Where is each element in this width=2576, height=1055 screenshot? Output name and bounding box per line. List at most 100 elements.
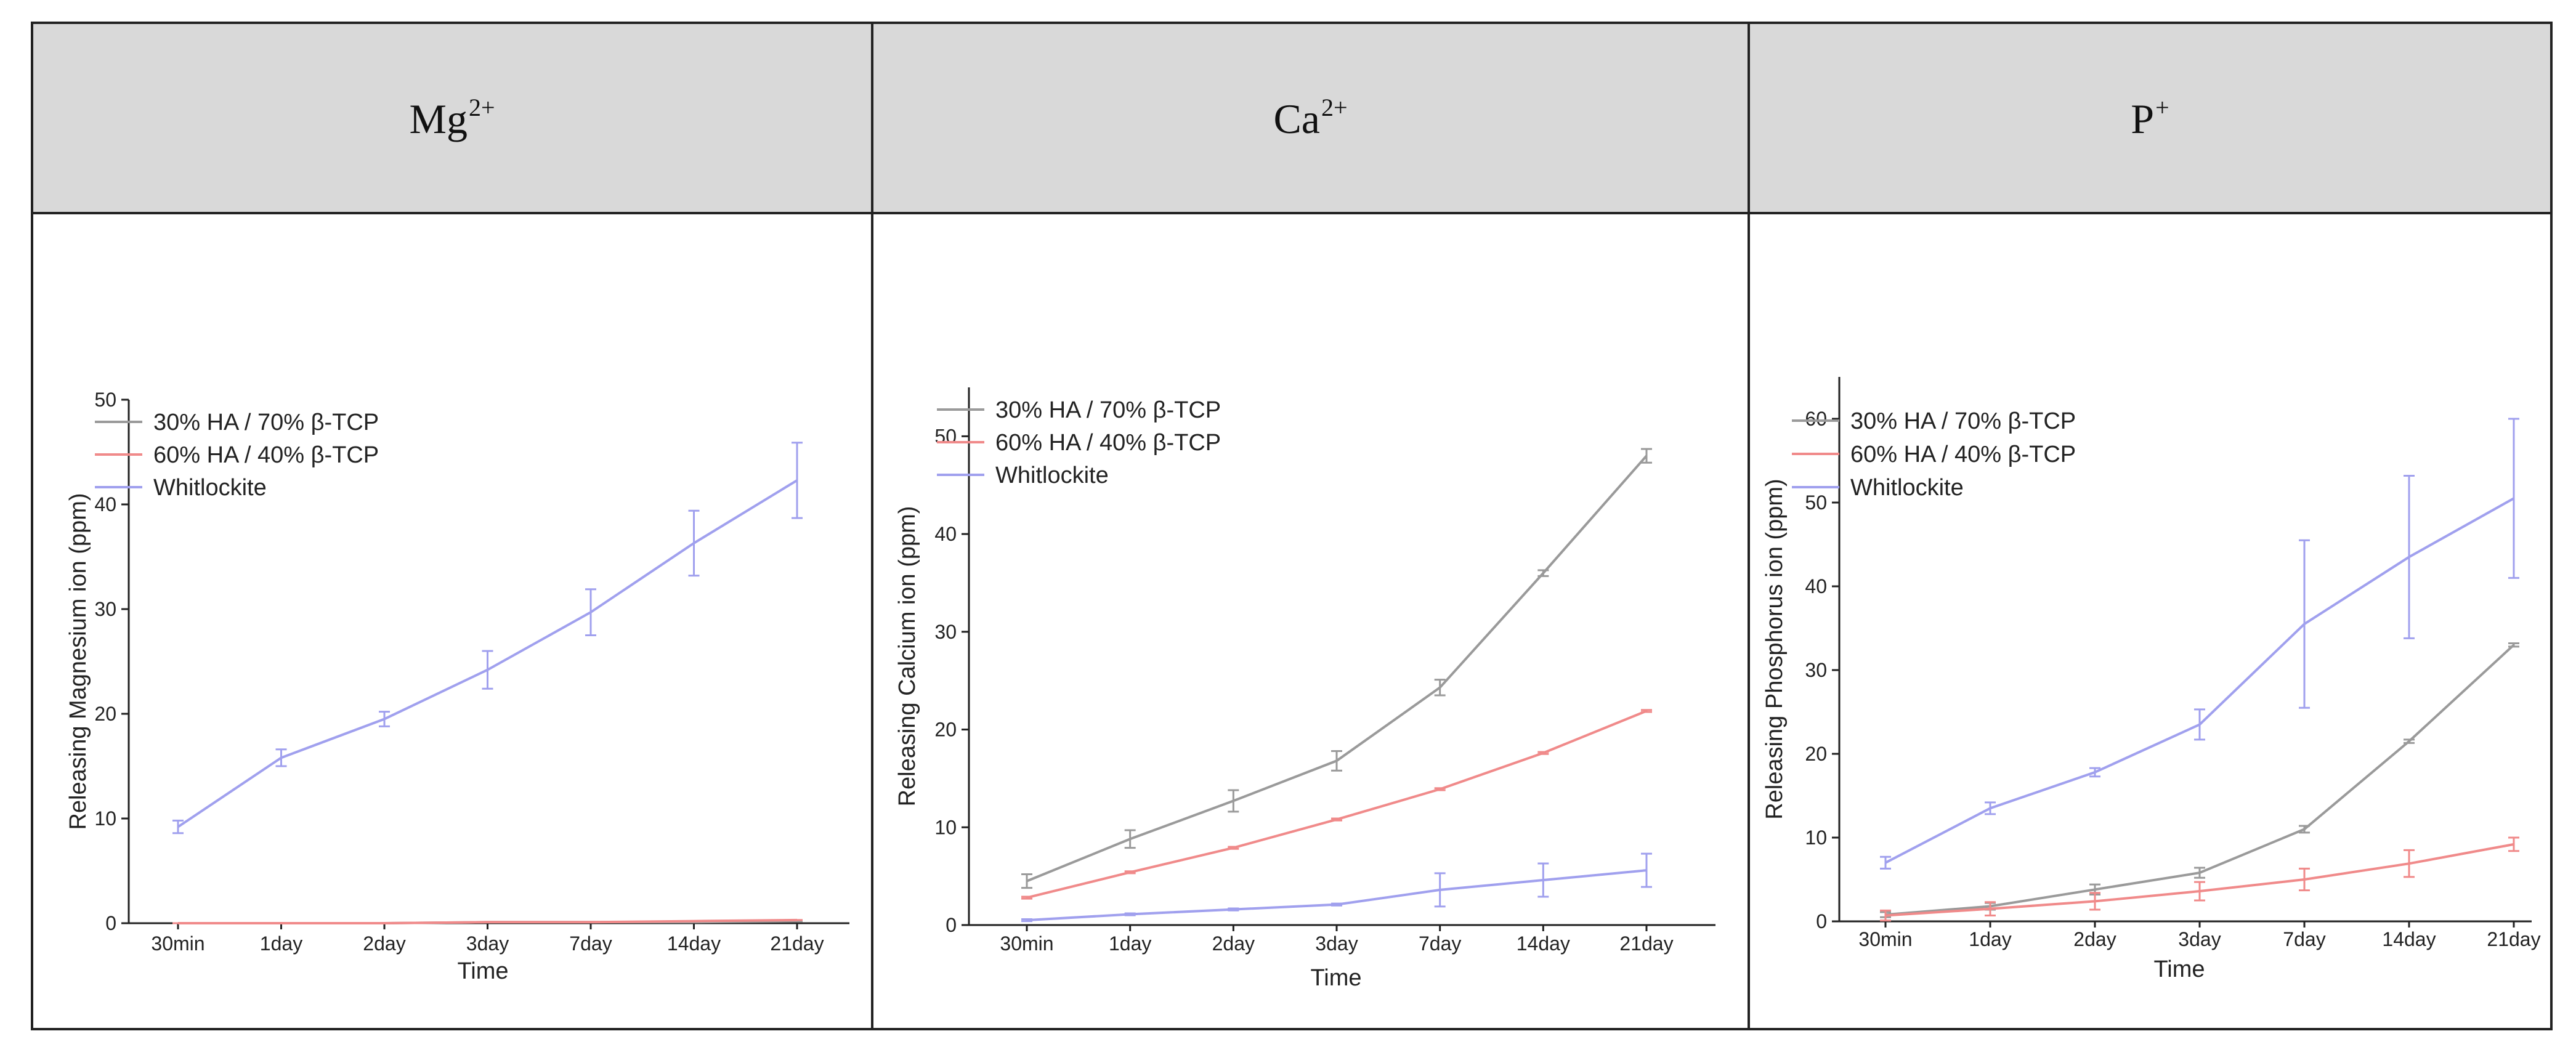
header-title-p: P+: [2131, 93, 2169, 142]
data-point: [688, 509, 700, 577]
panel-mg: 0 10 20 30 40 50 30min 1day 2day 3day 7day 14day 21d…: [33, 214, 871, 1028]
data-point: [2089, 892, 2100, 911]
y-tick-label: 30: [94, 598, 116, 620]
data-point: [1537, 569, 1549, 577]
data-point: [1331, 817, 1342, 822]
data-point: [1124, 870, 1136, 875]
series-line-2: [1026, 709, 1647, 899]
x-tick-label: 14day: [1517, 932, 1570, 955]
data-point: [2404, 849, 2415, 878]
header-cell-mg: Mg2+: [33, 24, 871, 214]
y-tick-label: 40: [94, 493, 116, 515]
data-point: [379, 711, 390, 727]
data-point: [1880, 855, 1891, 870]
y-tick-label: 10: [1805, 827, 1827, 849]
x-tick-label: 14day: [2382, 928, 2436, 950]
y-tick-label: 50: [934, 425, 957, 447]
data-point: [275, 748, 287, 767]
x-tick-label: 1day: [1969, 928, 2011, 950]
data-point: [482, 650, 493, 690]
header-cell-ca: Ca2+: [873, 24, 1748, 214]
data-point: [1537, 862, 1549, 898]
y-tick-label: 50: [94, 389, 116, 411]
x-axis-label: Time: [2153, 956, 2205, 982]
data-point: [172, 819, 184, 835]
legend-label: 60% HA / 40% β-TCP: [1850, 442, 2076, 467]
x-tick-label: 3day: [466, 932, 509, 955]
data-point: [1021, 873, 1032, 889]
legend-label: 60% HA / 40% β-TCP: [995, 430, 1221, 456]
x-tick-label: 1day: [1109, 932, 1151, 955]
x-tick-label: 7day: [1419, 932, 1461, 955]
y-tick-label: 0: [946, 914, 957, 936]
series-line-2: [1885, 843, 2514, 917]
x-tick-label: 21day: [2487, 928, 2540, 950]
data-point: [2508, 418, 2519, 579]
x-tick-label: 3day: [2178, 928, 2221, 950]
data-point: [2508, 836, 2519, 852]
data-point: [1331, 902, 1342, 907]
data-point: [2194, 881, 2205, 902]
data-point: [2194, 867, 2205, 879]
x-tick-label: 21day: [770, 932, 824, 955]
data-point: [1124, 912, 1136, 916]
x-tick-label: 2day: [363, 932, 405, 955]
data-point: [2089, 767, 2100, 778]
y-tick-label: 20: [94, 703, 116, 725]
x-tick-label: 30min: [1000, 932, 1053, 955]
data-point: [1228, 789, 1239, 813]
p-release-chart: 0 10 20 30 40 50 60 30min 1day 2day 3day 7day 14day 2…: [1762, 377, 2541, 982]
data-point: [2404, 474, 2415, 639]
data-point: [1228, 846, 1239, 850]
x-axis-label: Time: [457, 958, 508, 984]
legend-label: 30% HA / 70% β-TCP: [995, 397, 1221, 423]
x-tick-label: 3day: [1315, 932, 1358, 955]
y-tick-label: 30: [934, 621, 957, 643]
data-point: [1641, 852, 1652, 888]
data-point: [585, 588, 596, 636]
data-point: [2299, 825, 2310, 834]
x-tick-label: 1day: [260, 932, 302, 955]
legend-label: 30% HA / 70% β-TCP: [153, 410, 379, 435]
data-point: [1331, 750, 1342, 772]
series-line-3: [1026, 869, 1647, 922]
y-tick-label: 60: [1805, 408, 1827, 430]
series-line-3: [1885, 497, 2514, 864]
x-tick-label: 30min: [151, 932, 205, 955]
data-point: [1124, 829, 1136, 849]
legend-label: Whitlockite: [1850, 475, 1964, 501]
y-axis-label: Releasing Magnesium ion (ppm): [65, 493, 91, 830]
data-point: [2299, 539, 2310, 709]
legend-label: 30% HA / 70% β-TCP: [1850, 408, 2076, 434]
figure-table: Mg2+ Ca2+ P+ 0 10 20 30 40 50 30min 1day 2day 3da…: [31, 22, 2553, 1030]
y-tick-label: 40: [1805, 575, 1827, 597]
x-tick-label: 2day: [1212, 932, 1255, 955]
x-tick-label: 7day: [569, 932, 612, 955]
data-point: [1434, 872, 1446, 908]
y-tick-label: 0: [1816, 910, 1827, 932]
legend-label: Whitlockite: [153, 475, 267, 501]
data-point: [2508, 642, 2519, 648]
data-point: [1434, 679, 1446, 697]
panel-ca: 0 10 20 30 40 50 30min 1day 2day 3day 7day 14day 21d…: [873, 214, 1748, 1028]
header-title-mg: Mg2+: [409, 93, 495, 142]
x-tick-label: 14day: [667, 932, 721, 955]
data-point: [1985, 801, 1996, 815]
y-tick-label: 40: [934, 523, 957, 545]
data-point: [1021, 918, 1032, 923]
y-axis-label: Releasing Phosphorus ion (ppm): [1762, 479, 1788, 819]
legend-label: 60% HA / 40% β-TCP: [153, 442, 379, 468]
x-tick-label: 7day: [2283, 928, 2325, 950]
ca-release-chart: 0 10 20 30 40 50 30min 1day 2day 3day 7day 14day 21d…: [894, 387, 1715, 991]
y-tick-label: 20: [1805, 743, 1827, 765]
y-tick-label: 10: [934, 816, 957, 838]
y-tick-label: 30: [1805, 659, 1827, 681]
series-line-1: [1026, 455, 1648, 883]
data-point: [1434, 787, 1446, 791]
data-point: [1021, 895, 1032, 900]
data-point: [2404, 738, 2415, 744]
data-point: [792, 442, 803, 519]
data-point: [1537, 751, 1549, 755]
data-point: [1880, 909, 1891, 922]
data-point: [1641, 448, 1652, 464]
